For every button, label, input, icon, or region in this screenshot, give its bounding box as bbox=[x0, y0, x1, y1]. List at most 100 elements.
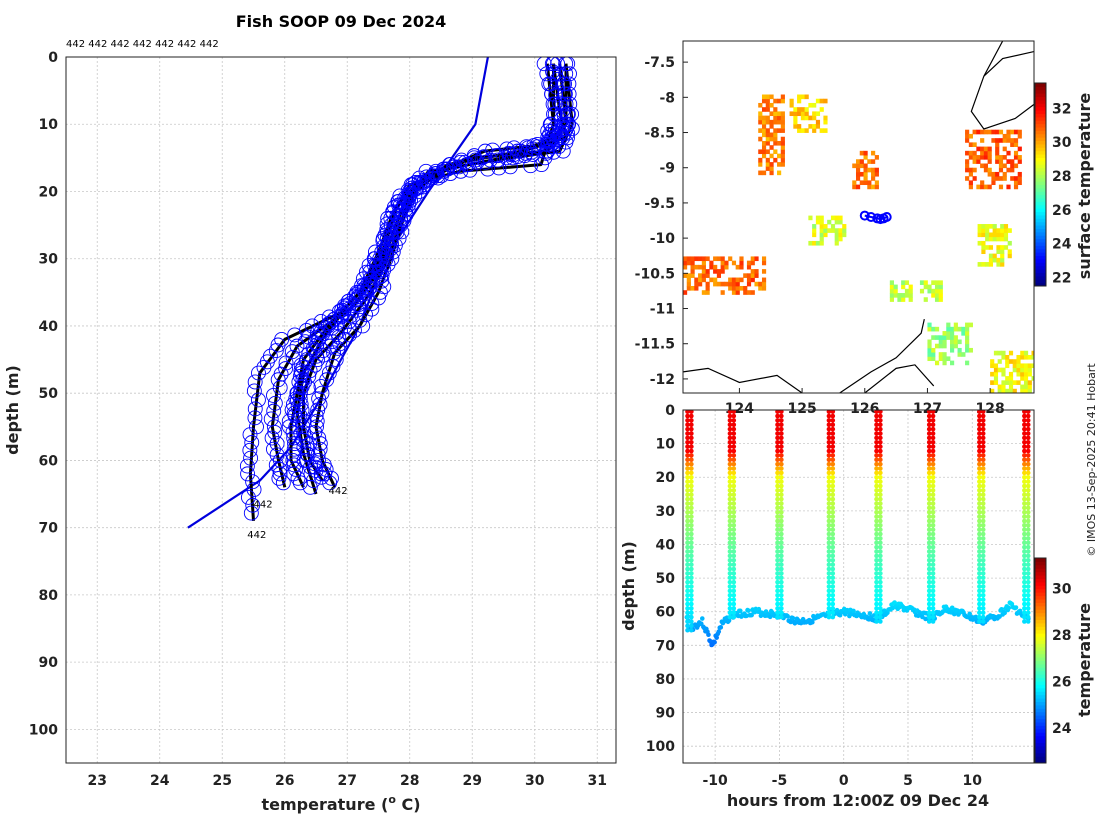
cast-point bbox=[980, 496, 986, 502]
coastline bbox=[864, 364, 935, 393]
sst-cell bbox=[1017, 159, 1022, 164]
cast-point bbox=[826, 575, 832, 581]
cast-point bbox=[731, 549, 737, 554]
sst-cell bbox=[938, 284, 943, 290]
data-point bbox=[244, 435, 260, 450]
data-point bbox=[245, 497, 261, 513]
cast-point bbox=[1022, 588, 1027, 594]
chart-title: Fish SOOP 09 Dec 2024 bbox=[236, 12, 446, 31]
sst-cell bbox=[761, 107, 767, 112]
cast-point bbox=[779, 523, 784, 528]
sst-cell bbox=[996, 232, 1001, 238]
cast-point bbox=[977, 448, 982, 454]
colorbar-step bbox=[1035, 612, 1046, 617]
sst-cell bbox=[815, 98, 821, 104]
cast-point bbox=[830, 492, 836, 498]
map-y-tick-label: -10 bbox=[650, 231, 676, 247]
sst-cell bbox=[823, 128, 828, 133]
cast-point bbox=[1022, 584, 1027, 589]
data-point bbox=[561, 86, 577, 102]
sst-cell bbox=[934, 297, 940, 302]
cast-point bbox=[685, 623, 690, 629]
cast-point bbox=[830, 536, 836, 541]
cast-point bbox=[731, 610, 737, 616]
cast-point bbox=[826, 413, 832, 419]
cast-point bbox=[878, 592, 883, 598]
cast-point bbox=[830, 488, 836, 493]
sst-cell bbox=[769, 132, 774, 138]
sst-cell bbox=[1006, 133, 1011, 139]
sst-cell bbox=[985, 228, 990, 233]
sst-cell bbox=[998, 184, 1004, 190]
sst-cell bbox=[1013, 138, 1019, 143]
sst-cell bbox=[965, 159, 970, 164]
sst-cell bbox=[761, 281, 767, 287]
data-point bbox=[270, 372, 286, 388]
cast-point bbox=[977, 474, 982, 480]
bottom-point bbox=[785, 613, 790, 619]
sst-cell bbox=[990, 380, 995, 385]
cast-point bbox=[830, 557, 836, 563]
cast-point bbox=[779, 614, 784, 620]
cast-point bbox=[779, 488, 784, 493]
sst-cell bbox=[995, 171, 1000, 177]
data-point bbox=[243, 505, 259, 521]
data-point bbox=[546, 144, 562, 160]
cast-point bbox=[878, 410, 883, 414]
sst-cell bbox=[797, 107, 802, 112]
cast-point bbox=[779, 444, 784, 449]
cast-point bbox=[779, 422, 784, 428]
cast-point bbox=[878, 509, 883, 515]
cast-point bbox=[826, 457, 832, 463]
sst-cell bbox=[769, 153, 774, 159]
colorbar-step bbox=[1035, 228, 1046, 233]
cast-point bbox=[826, 505, 832, 511]
sst-cell bbox=[976, 159, 981, 164]
data-point bbox=[330, 315, 345, 331]
sst-cell bbox=[716, 281, 722, 287]
cast-point bbox=[1022, 444, 1027, 449]
sst-cell bbox=[777, 140, 782, 146]
cast-point bbox=[1025, 426, 1031, 432]
sst-cell bbox=[938, 293, 943, 298]
colorbar-step bbox=[1035, 89, 1046, 94]
data-point bbox=[256, 359, 272, 375]
cast-point bbox=[685, 553, 690, 559]
sst-cell bbox=[780, 157, 785, 163]
data-point bbox=[555, 143, 571, 159]
sst-cell bbox=[871, 167, 876, 173]
sst-cell bbox=[769, 136, 774, 142]
x-tick-label: 24 bbox=[150, 773, 170, 789]
cast-point bbox=[977, 544, 982, 550]
cast-point bbox=[779, 562, 784, 567]
cast-point bbox=[980, 523, 986, 528]
cast-point bbox=[779, 483, 784, 489]
data-point bbox=[303, 466, 319, 482]
cast-point bbox=[977, 588, 982, 594]
cast-point bbox=[727, 588, 733, 594]
x-label-start: temperature ( bbox=[261, 795, 388, 814]
cast-point bbox=[689, 461, 694, 467]
data-point bbox=[242, 427, 258, 443]
sst-cell bbox=[871, 171, 876, 177]
sst-cell bbox=[1017, 176, 1022, 181]
sst-cell bbox=[1012, 359, 1017, 364]
sst-cell bbox=[773, 128, 778, 133]
sst-cell bbox=[728, 256, 733, 262]
cast-point bbox=[926, 501, 932, 506]
cast-point bbox=[685, 431, 690, 436]
sst-cell bbox=[985, 245, 990, 250]
data-point bbox=[560, 125, 575, 141]
colorbar-step bbox=[1035, 103, 1046, 108]
cast-point bbox=[1025, 448, 1031, 454]
sst-cell bbox=[942, 352, 947, 357]
sst-cell bbox=[972, 159, 977, 164]
sst-cell bbox=[983, 150, 989, 156]
cast-point bbox=[874, 592, 879, 598]
cast-point bbox=[731, 575, 737, 581]
cast-point bbox=[930, 523, 936, 528]
sst-cell bbox=[981, 245, 986, 250]
colorbar-step bbox=[1035, 585, 1046, 590]
